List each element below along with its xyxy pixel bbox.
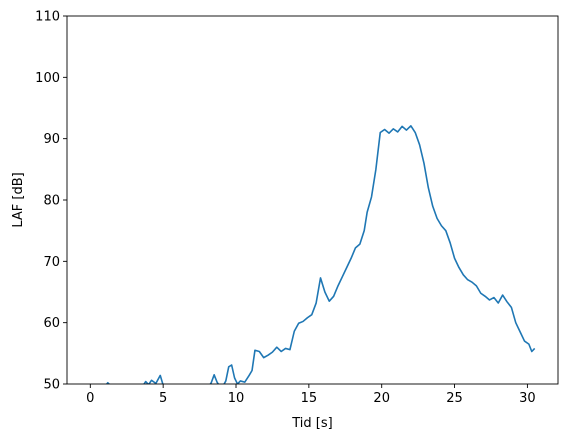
y-tick-label: 50 xyxy=(43,378,60,393)
y-axis-ticks: 50 60 70 80 90 100 110 xyxy=(35,10,67,393)
plot-frame xyxy=(66,15,559,385)
y-tick-label: 110 xyxy=(35,10,60,25)
x-tick-label: 30 xyxy=(519,391,536,406)
y-tick-label: 90 xyxy=(43,132,60,147)
x-axis-label: Tid [s] xyxy=(291,416,332,431)
x-axis-ticks: 0 5 10 15 20 25 30 xyxy=(86,384,536,406)
y-tick-label: 100 xyxy=(35,71,60,86)
x-tick-label: 5 xyxy=(159,391,167,406)
series-line xyxy=(105,124,536,384)
x-tick-label: 0 xyxy=(86,391,94,406)
x-tick-label: 15 xyxy=(301,391,318,406)
y-tick-label: 70 xyxy=(43,255,60,270)
x-tick-label: 20 xyxy=(373,391,390,406)
y-tick-label: 60 xyxy=(43,316,60,331)
y-axis-label: LAF [dB] xyxy=(11,172,26,227)
x-tick-label: 25 xyxy=(446,391,463,406)
x-tick-label: 10 xyxy=(228,391,245,406)
y-tick-label: 80 xyxy=(43,194,60,209)
